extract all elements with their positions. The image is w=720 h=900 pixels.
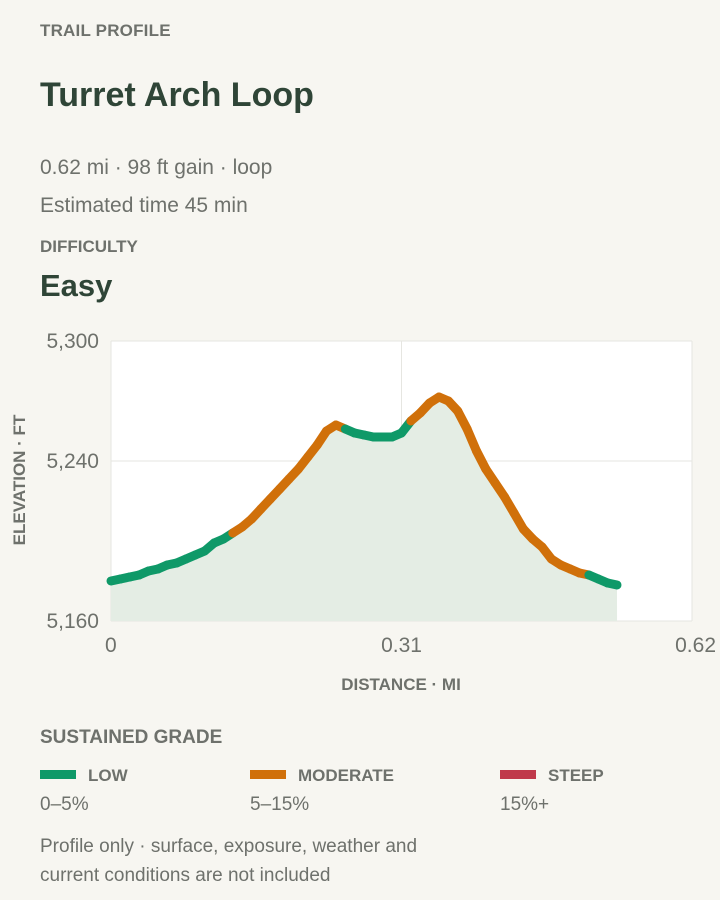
x-axis-label: DISTANCE · MI	[341, 675, 461, 694]
elevation-area-fill	[111, 397, 618, 621]
legend-item-steep: STEEP 15%+	[500, 766, 604, 816]
legend-range-moderate: 5–15%	[250, 794, 310, 815]
legend-name-moderate: MODERATE	[298, 766, 395, 785]
difficulty-label: DIFFICULTY	[40, 237, 138, 256]
legend-range-steep: 15%+	[500, 794, 550, 815]
profile-segment-low	[603, 578, 622, 590]
estimated-time: Estimated time 45 min	[40, 194, 248, 217]
difficulty-value: Easy	[40, 268, 113, 303]
legend-item-moderate: MODERATE 5–15%	[250, 766, 394, 816]
legend-name-low: LOW	[88, 766, 128, 785]
elevation-profile-chart: 5,160 5,240 5,300 0 0.31 0.62 ELEVATION · FT…	[10, 330, 716, 694]
legend-name-steep: STEEP	[548, 766, 604, 785]
y-tick-label: 5,160	[46, 610, 99, 633]
legend-swatch-steep	[500, 770, 536, 780]
profile-disclaimer: Profile only · surface, exposure, weathe…	[40, 836, 418, 886]
legend-swatch-low	[40, 770, 76, 780]
y-tick-label: 5,300	[46, 330, 99, 353]
grade-legend-title: SUSTAINED GRADE	[40, 727, 223, 748]
trail-title: Turret Arch Loop	[40, 76, 314, 114]
x-tick-label: 0	[105, 634, 117, 657]
section-eyebrow: TRAIL PROFILE	[40, 21, 171, 40]
x-tick-label: 0.31	[381, 634, 422, 657]
legend-swatch-moderate	[250, 770, 286, 780]
trail-meta: 0.62 mi · 98 ft gain · loop	[40, 156, 273, 179]
legend-item-low: LOW 0–5%	[40, 766, 128, 816]
x-tick-label: 0.62	[675, 634, 716, 657]
y-axis-label: ELEVATION · FT	[10, 414, 29, 545]
legend-range-low: 0–5%	[40, 794, 89, 815]
y-tick-label: 5,240	[46, 450, 99, 473]
